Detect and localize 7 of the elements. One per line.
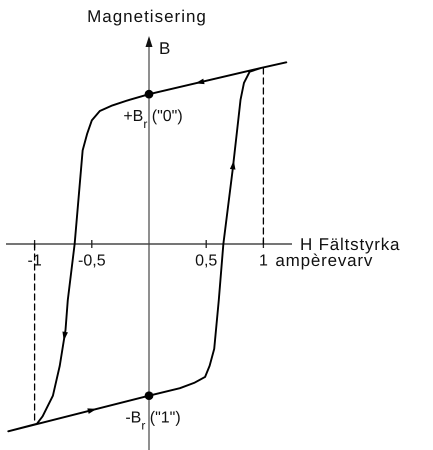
- annotation: +B$_{r}$ ("0"): [123, 108, 183, 132]
- x-tick-label: 0,5: [195, 252, 218, 270]
- x-tick-label: 1: [258, 252, 268, 270]
- x-axis-title: H Fältstyrka ampèrevarv: [275, 235, 400, 270]
- y-axis-title: Magnetisering B: [87, 7, 207, 58]
- x-tick-label: -0,5: [78, 252, 106, 270]
- annotation: -B$_{r}$ ("1"): [125, 410, 181, 433]
